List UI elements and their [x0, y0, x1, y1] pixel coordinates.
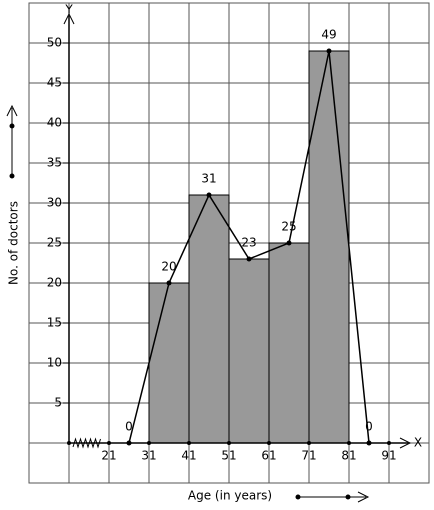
x-tick [347, 441, 351, 445]
y-tick-label: 20 [47, 276, 62, 290]
y-tick-label: 25 [47, 236, 62, 250]
x-tick [387, 441, 391, 445]
axis-break [72, 437, 101, 449]
data-label: 23 [241, 236, 256, 250]
y-axis-name: Y [64, 3, 73, 17]
polygon-point [206, 192, 212, 198]
bar [228, 258, 270, 444]
bar [268, 242, 310, 444]
y-tick-label: 50 [47, 36, 62, 50]
x-tick-label: 31 [141, 449, 156, 463]
bar [188, 194, 230, 444]
x-tick-label: 91 [381, 449, 396, 463]
x-tick-label: 41 [181, 449, 196, 463]
bar [148, 282, 190, 444]
data-label: 0 [365, 420, 373, 434]
decor-arrows [6, 104, 370, 503]
x-tick [187, 441, 191, 445]
data-label: 20 [161, 260, 176, 274]
x-arrow [399, 437, 412, 449]
y-arrow [63, 12, 75, 25]
data-label: 25 [281, 220, 296, 234]
data-label: 49 [321, 28, 336, 42]
x-tick [227, 441, 231, 445]
y-tick-label: 45 [47, 76, 62, 90]
y-tick-label: 30 [47, 196, 62, 210]
x-tick [147, 441, 151, 445]
y-tick-label: 5 [54, 396, 62, 410]
data-label: 0 [125, 420, 133, 434]
x-tick [267, 441, 271, 445]
y-axis-label: No. of doctors [7, 201, 21, 285]
x-tick-label: 71 [301, 449, 316, 463]
x-tick [107, 441, 111, 445]
y-tick-label: 40 [47, 116, 62, 130]
polygon-point [326, 48, 332, 54]
x-tick-label: 21 [101, 449, 116, 463]
x-axis-label: Age (in years) [188, 489, 272, 503]
y-tick-label: 15 [47, 316, 62, 330]
polygon-point [246, 256, 252, 262]
y-tick-label: 35 [47, 156, 62, 170]
x-tick-label: 61 [261, 449, 276, 463]
polygon-point [286, 240, 292, 246]
y-tick-label: 10 [47, 356, 62, 370]
polygon-point [366, 440, 372, 446]
origin [67, 441, 71, 445]
bar [308, 50, 350, 444]
polygon-point [126, 440, 132, 446]
x-tick [307, 441, 311, 445]
data-label: 31 [201, 172, 216, 186]
x-axis-name: X [414, 436, 422, 450]
polygon-point [166, 280, 172, 286]
x-tick-label: 51 [221, 449, 236, 463]
x-tick-label: 81 [341, 449, 356, 463]
